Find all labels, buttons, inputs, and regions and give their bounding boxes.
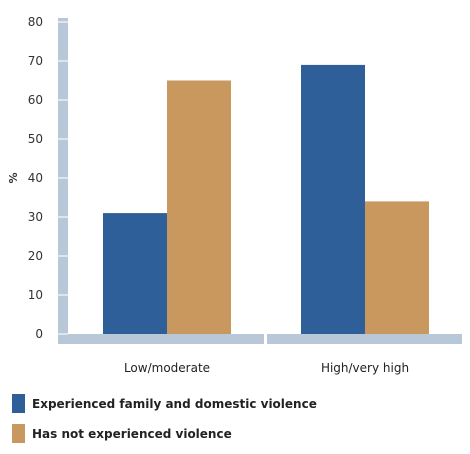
x-axis-line-segment [58, 334, 264, 344]
y-tick-label: 10 [28, 288, 43, 302]
y-axis-line [58, 18, 68, 344]
y-tick-label: 80 [28, 15, 43, 29]
y-tick-label: 70 [28, 54, 43, 68]
legend: Experienced family and domestic violence… [12, 394, 317, 454]
bars [103, 64, 429, 335]
y-tick-label: 60 [28, 93, 43, 107]
x-axis-line-segment [267, 334, 462, 344]
y-tick-label: 50 [28, 132, 43, 146]
y-axis-label: % [7, 172, 20, 183]
legend-label-series-1: Experienced family and domestic violence [32, 396, 317, 411]
bar [103, 213, 167, 334]
y-tick-label: 20 [28, 249, 43, 263]
y-tick-label: 0 [35, 327, 43, 341]
y-tick-label: 30 [28, 210, 43, 224]
x-category-label: Low/moderate [124, 361, 210, 375]
bar [365, 201, 429, 334]
legend-label-series-2: Has not experienced violence [32, 426, 232, 441]
bar-chart: 0 10 20 30 40 50 60 70 80 Low/moderate High/very h… [7, 15, 462, 375]
legend-item-series-2: Has not experienced violence [12, 424, 317, 443]
axes [58, 18, 462, 344]
bar [301, 64, 365, 335]
legend-swatch-series-2 [12, 424, 25, 443]
legend-item-series-1: Experienced family and domestic violence [12, 394, 317, 413]
axis-labels: 0 10 20 30 40 50 60 70 80 Low/moderate High/very h… [28, 15, 409, 375]
x-category-label: High/very high [321, 361, 409, 375]
y-tick-label: 40 [28, 171, 43, 185]
bar [167, 80, 231, 334]
legend-swatch-series-1 [12, 394, 25, 413]
